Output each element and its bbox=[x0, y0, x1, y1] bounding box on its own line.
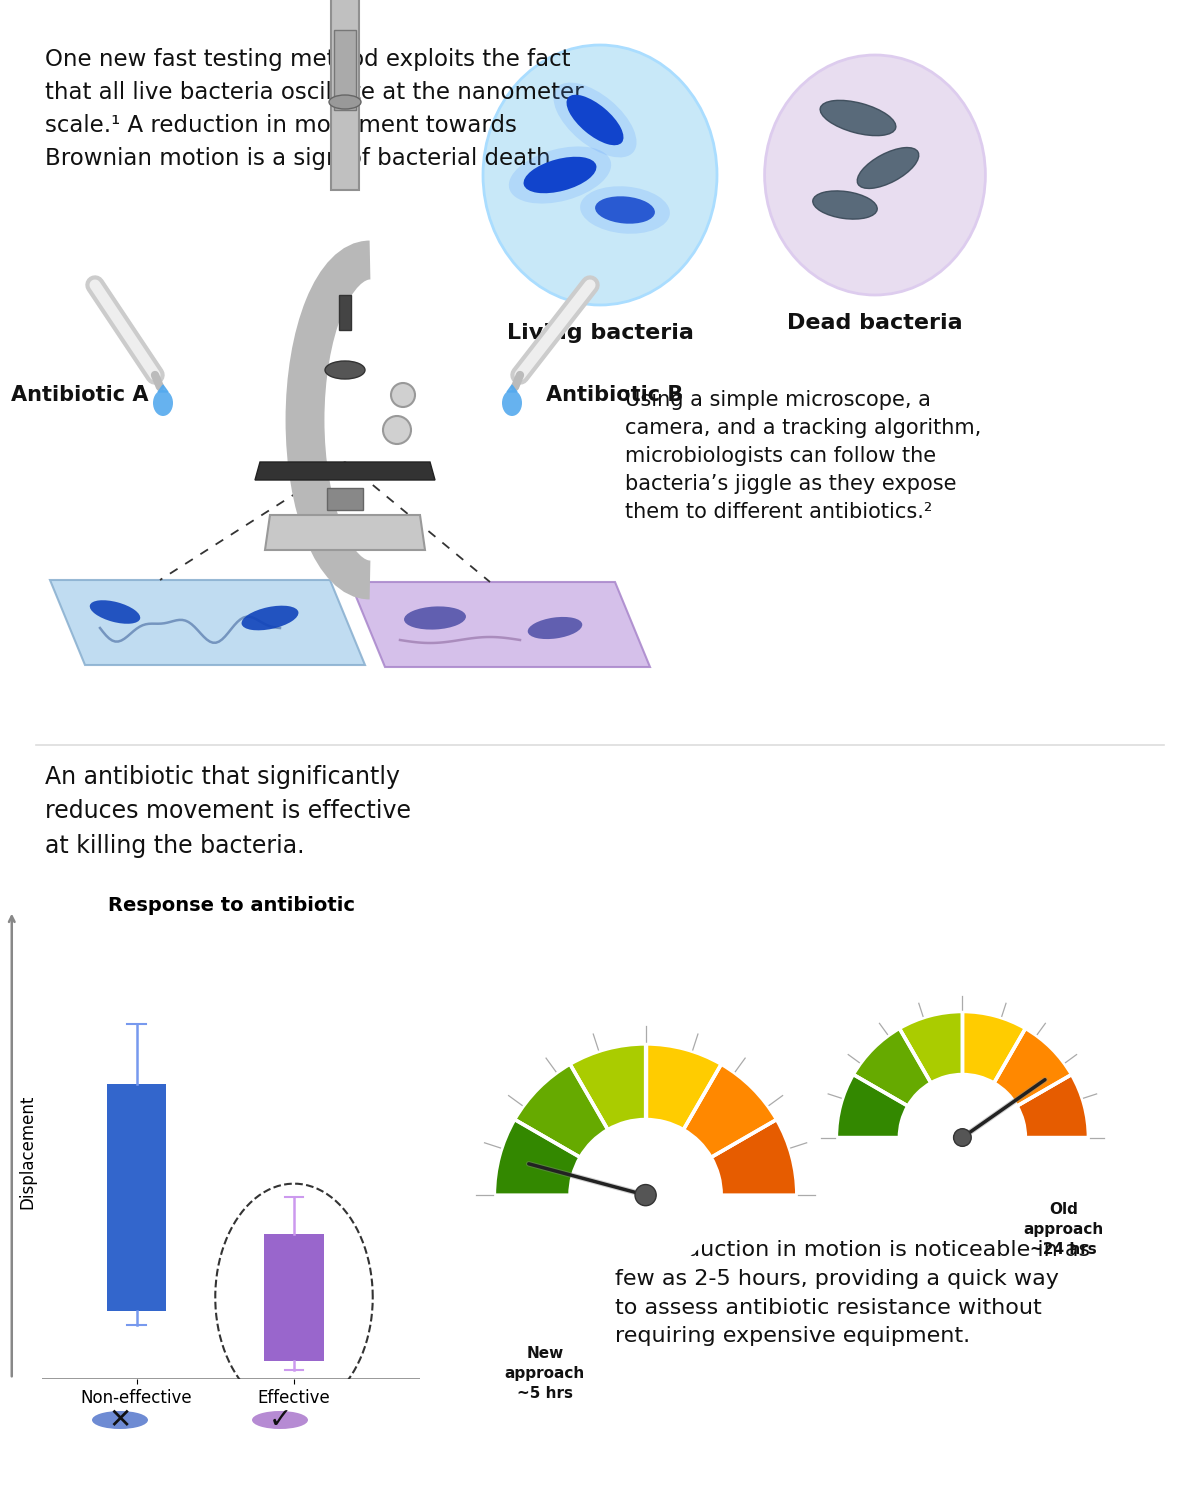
Ellipse shape bbox=[391, 383, 415, 407]
Text: The reduction in motion is noticeable in as
few as 2-5 hours, providing a quick : The reduction in motion is noticeable in… bbox=[616, 1241, 1090, 1346]
Wedge shape bbox=[853, 1029, 931, 1106]
Text: ✓: ✓ bbox=[269, 1406, 292, 1434]
Text: New
approach
~5 hrs: New approach ~5 hrs bbox=[505, 1346, 584, 1402]
Wedge shape bbox=[684, 1065, 776, 1157]
Text: Using a simple microscope, a
camera, and a tracking algorithm,
microbiologists c: Using a simple microscope, a camera, and… bbox=[625, 391, 982, 522]
Polygon shape bbox=[50, 580, 365, 665]
Circle shape bbox=[635, 1184, 656, 1206]
Wedge shape bbox=[712, 1120, 797, 1196]
Wedge shape bbox=[570, 1044, 646, 1130]
Ellipse shape bbox=[528, 617, 582, 640]
Text: An antibiotic that significantly
reduces movement is effective
at killing the ba: An antibiotic that significantly reduces… bbox=[46, 765, 410, 857]
Bar bbox=[331, 0, 359, 189]
Wedge shape bbox=[1016, 1075, 1088, 1138]
Ellipse shape bbox=[325, 361, 365, 379]
Ellipse shape bbox=[154, 391, 173, 416]
Title: Response to antibiotic: Response to antibiotic bbox=[108, 896, 354, 914]
Ellipse shape bbox=[90, 601, 140, 623]
Ellipse shape bbox=[566, 95, 624, 145]
Text: ✕: ✕ bbox=[108, 1406, 132, 1434]
Wedge shape bbox=[900, 1011, 962, 1082]
Ellipse shape bbox=[383, 416, 410, 444]
Ellipse shape bbox=[812, 191, 877, 219]
Text: Antibiotic A: Antibiotic A bbox=[11, 385, 149, 406]
Ellipse shape bbox=[523, 157, 596, 194]
Ellipse shape bbox=[329, 95, 361, 109]
Wedge shape bbox=[994, 1029, 1072, 1106]
Wedge shape bbox=[962, 1011, 1026, 1082]
Ellipse shape bbox=[820, 100, 896, 136]
Text: Antibiotic B: Antibiotic B bbox=[546, 385, 684, 406]
Ellipse shape bbox=[764, 55, 985, 295]
Ellipse shape bbox=[553, 82, 636, 158]
Wedge shape bbox=[646, 1044, 721, 1130]
Polygon shape bbox=[350, 581, 650, 666]
Polygon shape bbox=[508, 385, 517, 392]
Bar bbox=[264, 1233, 324, 1361]
Circle shape bbox=[570, 1120, 721, 1270]
Ellipse shape bbox=[252, 1410, 308, 1428]
Bar bbox=[326, 488, 364, 510]
Ellipse shape bbox=[509, 146, 611, 204]
Ellipse shape bbox=[857, 148, 919, 188]
Text: One new fast testing method exploits the fact
that all live bacteria oscillate a: One new fast testing method exploits the… bbox=[46, 48, 583, 170]
Wedge shape bbox=[494, 1120, 580, 1196]
Ellipse shape bbox=[580, 186, 670, 234]
Circle shape bbox=[900, 1075, 1026, 1200]
Bar bbox=[340, 295, 352, 330]
Polygon shape bbox=[158, 385, 168, 392]
Polygon shape bbox=[256, 462, 436, 480]
Bar bbox=[334, 30, 356, 110]
Ellipse shape bbox=[482, 45, 718, 306]
Circle shape bbox=[954, 1129, 971, 1147]
Text: Old
approach
~24 hrs: Old approach ~24 hrs bbox=[1024, 1202, 1103, 1257]
Ellipse shape bbox=[404, 607, 466, 629]
Wedge shape bbox=[836, 1075, 908, 1138]
Text: Dead bacteria: Dead bacteria bbox=[787, 313, 962, 332]
Wedge shape bbox=[515, 1065, 607, 1157]
Ellipse shape bbox=[595, 197, 655, 224]
Polygon shape bbox=[265, 514, 425, 550]
Bar bbox=[107, 1084, 167, 1311]
Y-axis label: Displacement: Displacement bbox=[18, 1094, 36, 1209]
Text: Living bacteria: Living bacteria bbox=[506, 324, 694, 343]
Ellipse shape bbox=[241, 605, 299, 631]
Ellipse shape bbox=[92, 1410, 148, 1428]
Ellipse shape bbox=[502, 391, 522, 416]
